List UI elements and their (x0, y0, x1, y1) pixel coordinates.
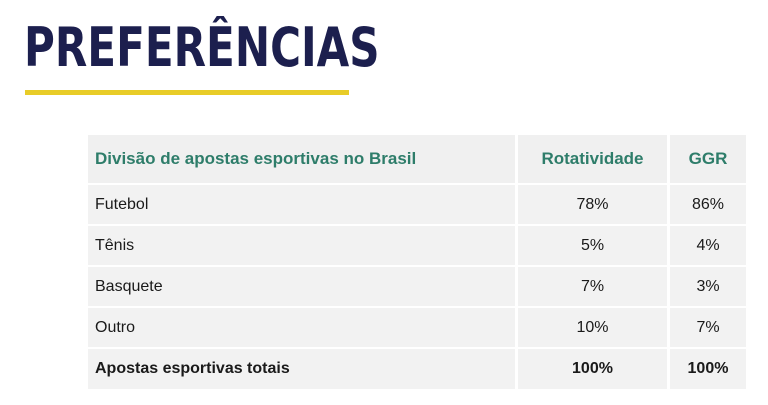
sport-name-cell: Outro (88, 307, 518, 349)
turnover-cell: 5% (516, 225, 670, 267)
table-header-row: Divisão de apostas esportivas no Brasil … (88, 135, 746, 185)
table-row: Futebol 78% 86% (88, 184, 746, 226)
turnover-cell: 78% (516, 184, 670, 226)
ggr-cell: 4% (668, 225, 746, 267)
total-label-cell: Apostas esportivas totais (88, 348, 518, 391)
column-header-turnover: Rotatividade (516, 135, 670, 185)
turnover-cell: 10% (516, 307, 670, 349)
ggr-cell: 3% (668, 266, 746, 308)
table-row: Basquete 7% 3% (88, 266, 746, 308)
total-turnover-cell: 100% (516, 348, 670, 391)
sports-betting-table: Divisão de apostas esportivas no Brasil … (88, 135, 746, 391)
column-header-ggr: GGR (668, 135, 746, 185)
column-header-division: Divisão de apostas esportivas no Brasil (88, 135, 518, 185)
ggr-cell: 86% (668, 184, 746, 226)
sport-name-cell: Futebol (88, 184, 518, 226)
table-total-row: Apostas esportivas totais 100% 100% (88, 348, 746, 391)
total-ggr-cell: 100% (668, 348, 746, 391)
turnover-cell: 7% (516, 266, 670, 308)
page-title: PREFERÊNCIAS (24, 16, 380, 79)
sport-name-cell: Tênis (88, 225, 518, 267)
sport-name-cell: Basquete (88, 266, 518, 308)
title-underline (25, 90, 349, 95)
table-row: Tênis 5% 4% (88, 225, 746, 267)
table-row: Outro 10% 7% (88, 307, 746, 349)
ggr-cell: 7% (668, 307, 746, 349)
